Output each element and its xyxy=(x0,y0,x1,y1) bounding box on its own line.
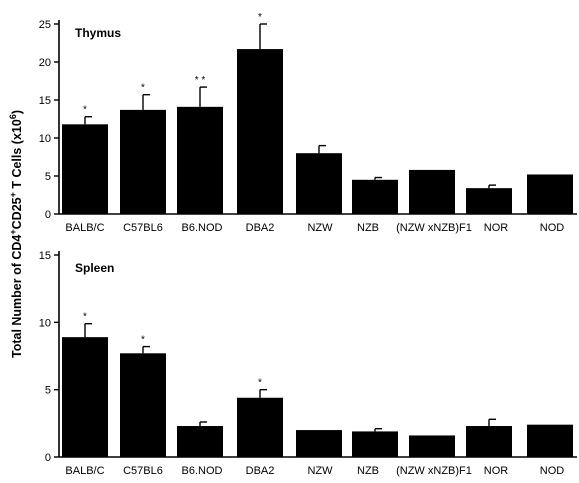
y-axis-label-sup: + xyxy=(8,229,18,234)
y-tick-label: 15 xyxy=(39,95,51,107)
x-tick-label: C57BL6 xyxy=(123,465,163,477)
y-tick-label: 20 xyxy=(39,57,51,69)
y-tick-label: 5 xyxy=(45,385,51,397)
x-tick-label: B6.NOD xyxy=(182,222,223,234)
bar xyxy=(409,435,455,457)
bar xyxy=(296,430,342,457)
y-axis-label-part: T Cells (x10 xyxy=(10,119,24,192)
significance-marker: * xyxy=(258,12,262,23)
x-tick-label: NOD xyxy=(540,222,565,234)
bar xyxy=(62,124,108,214)
bar xyxy=(352,179,398,214)
bar xyxy=(177,106,223,214)
x-tick-label: DBA2 xyxy=(246,222,275,234)
x-tick-label: C57BL6 xyxy=(123,222,163,234)
y-axis-label-part: ) xyxy=(10,110,24,114)
x-tick-label: NOR xyxy=(484,465,509,477)
significance-marker: * xyxy=(141,335,145,346)
bar xyxy=(177,426,223,457)
y-axis-label-part: Total Number of CD4 xyxy=(10,235,24,358)
y-tick-label: 25 xyxy=(39,19,51,31)
x-tick-label: NZW xyxy=(307,465,333,477)
bar xyxy=(62,337,108,457)
x-tick-label: (NZW xNZB)F1 xyxy=(396,465,472,477)
y-axis-label-sup: 6 xyxy=(8,114,18,119)
bar xyxy=(352,431,398,457)
bar xyxy=(527,174,573,214)
panel-title: Thymus xyxy=(75,26,121,40)
y-tick-label: 0 xyxy=(45,209,51,221)
chart-panel-spleen: Spleen 0 5 10 15 * BALB/C * C57BL6 B6.NOD * DBA2 NZW… xyxy=(39,250,577,477)
bar xyxy=(120,353,166,457)
bar xyxy=(237,397,283,457)
y-tick-label: 10 xyxy=(39,133,51,145)
y-axis-label-part: CD25 xyxy=(10,197,24,229)
bar xyxy=(527,424,573,457)
significance-marker: * xyxy=(141,83,145,94)
bar xyxy=(237,49,283,214)
significance-marker: * xyxy=(83,312,87,323)
x-tick-label: B6.NOD xyxy=(182,465,223,477)
bar xyxy=(466,188,512,214)
x-tick-label: NZW xyxy=(307,222,333,234)
x-tick-label: NZB xyxy=(357,465,379,477)
x-tick-label: (NZW xNZB)F1 xyxy=(396,222,472,234)
significance-marker: * xyxy=(258,378,262,389)
panel-title: Spleen xyxy=(75,261,114,275)
significance-marker: * * xyxy=(195,75,206,86)
bar xyxy=(120,109,166,214)
y-tick-label: 0 xyxy=(45,452,51,464)
bar xyxy=(296,153,342,214)
x-tick-label: BALB/C xyxy=(65,465,104,477)
x-tick-label: BALB/C xyxy=(65,222,104,234)
chart-panel-thymus: Thymus 0 5 10 15 20 25 * BALB/C * C57BL6 * * B6.NOD *… xyxy=(39,12,577,234)
y-tick-label: 10 xyxy=(39,317,51,329)
bar xyxy=(466,426,512,457)
y-tick-label: 5 xyxy=(45,171,51,183)
x-tick-label: DBA2 xyxy=(246,465,275,477)
x-tick-label: NOR xyxy=(484,222,509,234)
y-axis-label-sup: + xyxy=(8,192,18,197)
y-axis-label: Total Number of CD4+CD25+ T Cells (x106) xyxy=(8,110,24,358)
significance-marker: * xyxy=(83,105,87,116)
x-tick-label: NOD xyxy=(540,465,565,477)
x-tick-label: NZB xyxy=(357,222,379,234)
bar xyxy=(409,169,455,214)
y-tick-label: 15 xyxy=(39,250,51,262)
